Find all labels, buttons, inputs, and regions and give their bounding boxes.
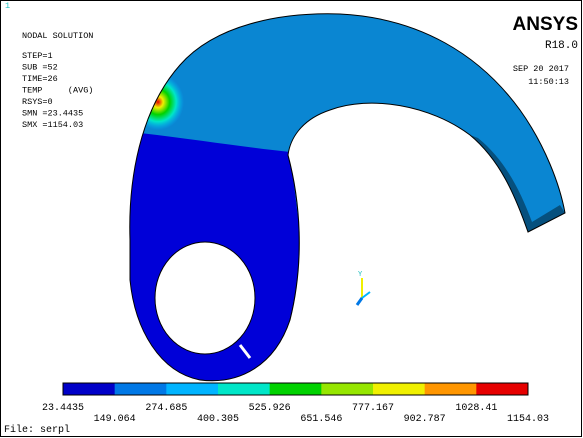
info-line: RSYS=0	[22, 97, 53, 107]
info-line: STEP=1	[22, 51, 53, 61]
legend-label: 902.787	[404, 414, 446, 425]
legend-label: 149.064	[94, 414, 136, 425]
legend-label: 400.305	[197, 414, 239, 425]
legend-swatch	[424, 383, 477, 395]
legend-label: 525.926	[249, 403, 291, 414]
plot-title: NODAL SOLUTION	[22, 31, 93, 41]
legend-frame	[62, 382, 529, 396]
legend-label: 23.4435	[42, 403, 84, 414]
info-line: SMN =23.4435	[22, 109, 83, 119]
model-outline	[129, 13, 566, 382]
info-line: TIME=26	[22, 74, 58, 84]
legend-swatch	[63, 383, 116, 395]
version: R18.0	[545, 40, 578, 52]
time: 11:50:13	[528, 77, 569, 87]
info-line: SUB =52	[22, 63, 58, 73]
hole	[154, 241, 256, 355]
legend-swatch	[373, 383, 426, 395]
triad: Y	[355, 271, 371, 306]
legend-swatch	[218, 383, 271, 395]
legend-swatch	[114, 383, 167, 395]
legend-label: 1154.03	[507, 414, 549, 425]
legend-label: 1028.41	[455, 403, 497, 414]
legend-swatch	[476, 383, 529, 395]
legend-swatch	[321, 383, 374, 395]
date: SEP 20 2017	[513, 64, 569, 74]
slot	[238, 344, 252, 359]
info-line: TEMP (AVG)	[22, 86, 93, 96]
viewport-number: 1	[5, 1, 10, 11]
legend-label: 274.685	[145, 403, 187, 414]
info-line: SMX =1154.03	[22, 120, 83, 130]
legend: 23.4435 149.064 274.685 400.305 525.926 651.5…	[42, 382, 549, 425]
logo: ANSYS	[513, 14, 578, 35]
legend-label: 651.546	[300, 414, 342, 425]
footer: File: serpl	[4, 424, 70, 436]
legend-label: 777.167	[352, 403, 394, 414]
legend-swatch	[269, 383, 322, 395]
legend-swatch	[166, 383, 219, 395]
triad-label: Y	[358, 271, 363, 279]
